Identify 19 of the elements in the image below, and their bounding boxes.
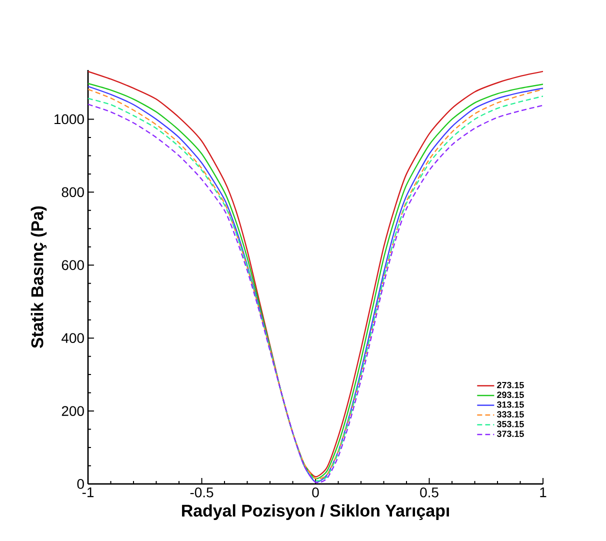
legend-label: 313.15 [496, 401, 524, 408]
y-tick-label: 200 [62, 406, 84, 416]
legend-label: 373.15 [496, 430, 524, 437]
y-tick-label: 800 [62, 187, 84, 198]
y-tick-label: 600 [62, 260, 84, 270]
x-tick-label: 1 [540, 488, 546, 498]
x-tick-label: 0 [312, 487, 319, 498]
x-tick-label: 0.5 [420, 487, 438, 498]
x-axis-title: Radyal Pozisyon / Siklon Yarıçapı [182, 504, 449, 520]
y-tick-label: 1000 [54, 114, 84, 124]
legend-label: 293.15 [497, 392, 524, 398]
x-tick-label: -0.5 [190, 487, 214, 498]
legend-label: 273.15 [497, 382, 524, 388]
y-tick-label: 0 [77, 479, 84, 489]
y-tick-label: 400 [62, 333, 84, 344]
legend-label: 333.15 [496, 411, 524, 418]
y-axis-title: Statik Basınç (Pa) [30, 206, 47, 348]
legend-label: 353.15 [496, 420, 524, 428]
x-tick-label: -1 [82, 488, 94, 498]
